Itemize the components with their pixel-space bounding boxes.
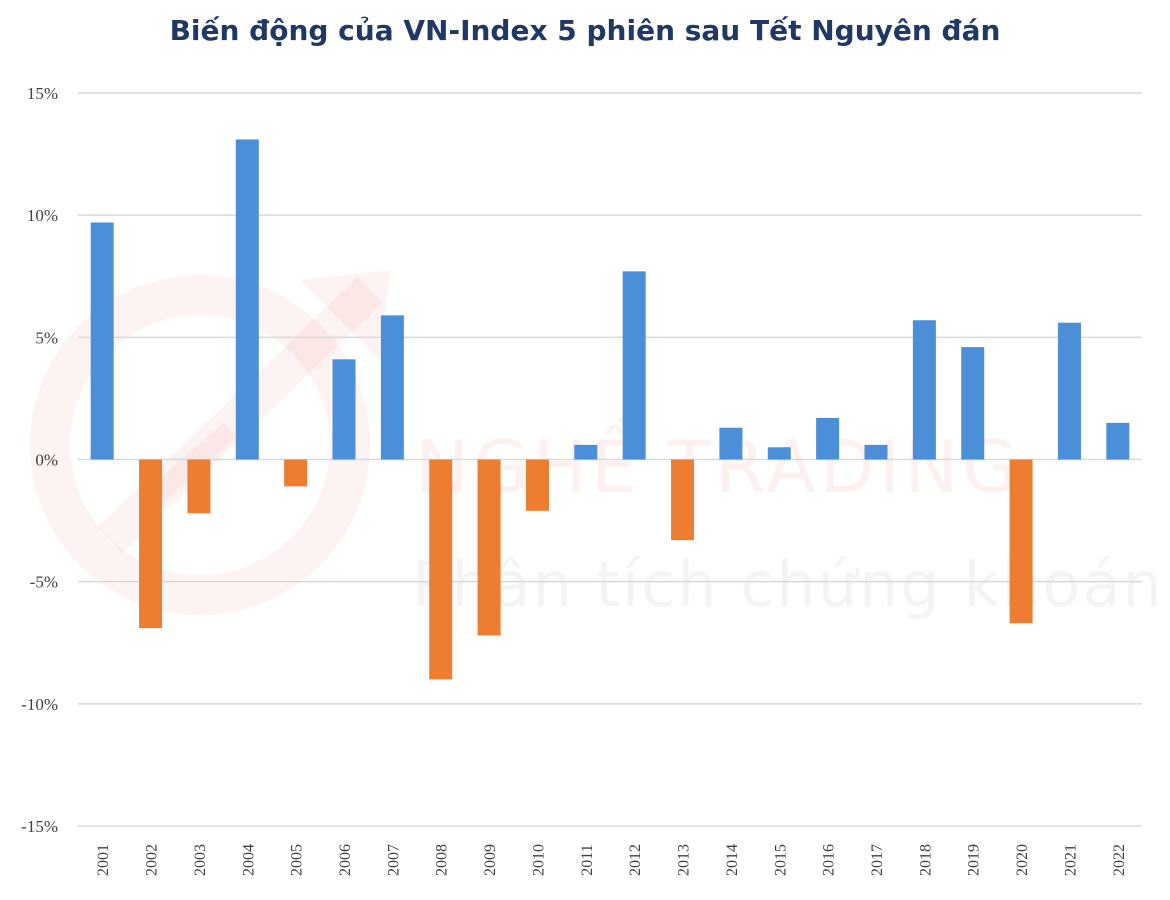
x-tick-label: 2007 bbox=[385, 844, 402, 876]
x-tick-label: 2001 bbox=[95, 844, 112, 876]
x-tick-label: 2011 bbox=[579, 844, 596, 875]
x-tick-label: 2002 bbox=[144, 844, 161, 876]
bar-2009 bbox=[477, 459, 501, 636]
x-tick-label: 2003 bbox=[192, 844, 209, 876]
x-tick-label: 2006 bbox=[337, 844, 354, 876]
bar-2002 bbox=[139, 459, 163, 629]
chart-title: Biến động của VN-Index 5 phiên sau Tết N… bbox=[169, 14, 1001, 47]
bar-2013 bbox=[671, 459, 695, 541]
x-axis-ticks: 2001 2002 2003 2004 2005 2006 2007 2008 2009 2010… bbox=[95, 844, 1128, 876]
bar-2012 bbox=[622, 271, 646, 460]
x-tick-label: 2013 bbox=[676, 844, 693, 876]
bar-2014 bbox=[719, 427, 743, 460]
bar-2006 bbox=[332, 359, 356, 460]
bar-2008 bbox=[429, 459, 453, 680]
bar-2007 bbox=[380, 315, 404, 460]
bar-2020 bbox=[1009, 459, 1033, 624]
y-tick-label: -15% bbox=[21, 817, 58, 836]
y-tick-label: 15% bbox=[27, 84, 58, 103]
bar-2011 bbox=[574, 444, 598, 460]
x-tick-label: 2012 bbox=[627, 844, 644, 876]
bar-2017 bbox=[864, 444, 888, 460]
x-tick-label: 2018 bbox=[917, 844, 934, 876]
x-tick-label: 2022 bbox=[1111, 844, 1128, 876]
y-axis-ticks: 15% 10% 5% 0% -5% -10% -15% bbox=[21, 84, 58, 836]
x-tick-label: 2008 bbox=[434, 844, 451, 876]
y-tick-label: 10% bbox=[27, 206, 58, 225]
bar-2022 bbox=[1106, 422, 1130, 460]
x-tick-label: 2005 bbox=[289, 844, 306, 876]
y-tick-label: -10% bbox=[21, 695, 58, 714]
x-tick-label: 2014 bbox=[724, 844, 741, 876]
x-tick-label: 2015 bbox=[772, 844, 789, 876]
bar-2003 bbox=[187, 459, 211, 514]
x-tick-label: 2020 bbox=[1014, 844, 1031, 876]
bar-2015 bbox=[767, 447, 791, 460]
bar-2016 bbox=[816, 417, 840, 460]
x-tick-label: 2009 bbox=[482, 844, 499, 876]
y-tick-label: -5% bbox=[30, 573, 58, 592]
bar-2004 bbox=[235, 139, 259, 460]
bar-2019 bbox=[961, 347, 985, 460]
x-tick-label: 2010 bbox=[530, 844, 547, 876]
bar-2021 bbox=[1057, 322, 1081, 460]
bar-2010 bbox=[525, 459, 549, 511]
x-tick-label: 2021 bbox=[1062, 844, 1079, 876]
x-tick-label: 2017 bbox=[869, 844, 886, 876]
x-tick-label: 2004 bbox=[240, 844, 257, 876]
x-tick-label: 2019 bbox=[966, 844, 983, 876]
bar-2018 bbox=[912, 320, 936, 460]
x-tick-label: 2016 bbox=[821, 844, 838, 876]
bar-2005 bbox=[284, 459, 308, 487]
y-tick-label: 0% bbox=[35, 451, 58, 470]
bars bbox=[90, 139, 1130, 680]
bar-2001 bbox=[90, 222, 114, 460]
y-tick-label: 5% bbox=[35, 328, 58, 347]
